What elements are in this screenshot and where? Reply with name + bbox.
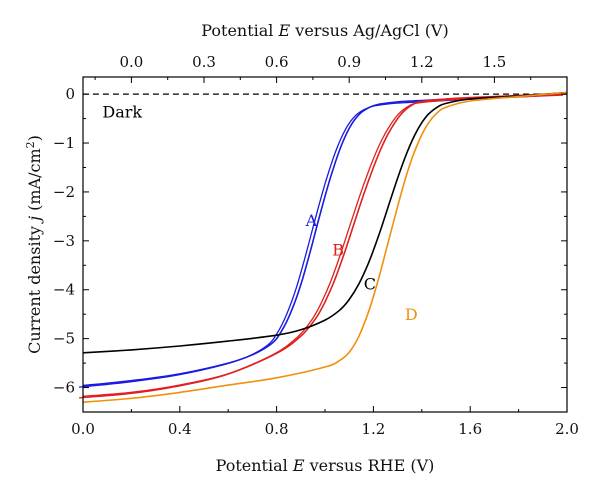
y-tick-label: −3 bbox=[53, 232, 75, 250]
y-tick-label: 0 bbox=[65, 85, 75, 103]
series-b-line bbox=[82, 92, 568, 398]
top-axis-title: Potential E versus Ag/AgCl (V) bbox=[201, 21, 448, 40]
curve-label-c: C bbox=[364, 275, 376, 294]
y-axis-title: Current density j (mA/cm2) bbox=[24, 135, 45, 354]
x-tick-label: 0.0 bbox=[71, 420, 95, 438]
top-tick-label: 0.6 bbox=[265, 53, 289, 71]
curve-label-dark: Dark bbox=[102, 103, 142, 122]
curves-layer bbox=[78, 91, 568, 403]
y-tick-label: −2 bbox=[53, 183, 75, 201]
series-d-line bbox=[82, 91, 568, 403]
y-tick-label: −6 bbox=[53, 379, 75, 397]
curve-label-b: B bbox=[332, 241, 344, 260]
series-a-line bbox=[82, 92, 568, 387]
y-tick-label: −5 bbox=[53, 330, 75, 348]
x-tick-label: 1.6 bbox=[458, 420, 482, 438]
series-b-return-line bbox=[78, 94, 564, 399]
series-c-line bbox=[82, 91, 568, 354]
top-tick-label: 0.0 bbox=[119, 53, 143, 71]
top-tick-label: 0.3 bbox=[192, 53, 216, 71]
x-tick-label: 0.8 bbox=[265, 420, 289, 438]
ticks-layer bbox=[82, 77, 568, 412]
y-tick-label: −1 bbox=[53, 134, 75, 152]
y-tick-label: −4 bbox=[53, 281, 75, 299]
top-tick-label: 0.9 bbox=[337, 53, 361, 71]
x-axis-title: Potential E versus RHE (V) bbox=[216, 456, 435, 475]
curve-label-a: A bbox=[305, 211, 318, 230]
x-tick-label: 2.0 bbox=[555, 420, 579, 438]
series-a-return-line bbox=[78, 93, 564, 388]
plot-frame bbox=[82, 76, 568, 413]
curve-labels-layer: Dark AB C D bbox=[102, 103, 417, 324]
x-tick-label: 0.4 bbox=[168, 420, 192, 438]
tick-labels-layer: 0.0 0.4 0.8 1.2 1.6 2.0 0 −1 −2 −3 −4 −5 −6 0.0 0.3 0.6… bbox=[53, 53, 579, 438]
top-tick-label: 1.5 bbox=[482, 53, 506, 71]
curve-label-d: D bbox=[405, 305, 418, 324]
top-tick-label: 1.2 bbox=[410, 53, 434, 71]
x-tick-label: 1.2 bbox=[361, 420, 385, 438]
